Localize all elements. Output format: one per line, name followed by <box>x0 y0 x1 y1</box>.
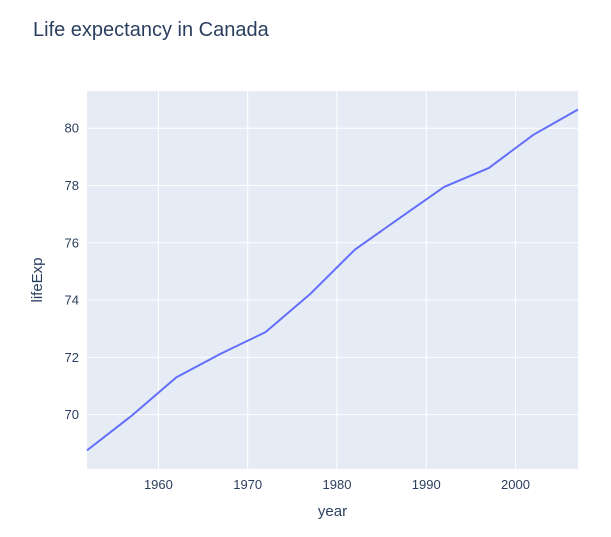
y-tick-label-1: 72 <box>65 350 79 365</box>
y-tick-labels: 70 72 74 76 78 80 <box>65 121 79 422</box>
x-tick-label-2: 1980 <box>323 477 352 492</box>
x-tick-labels: 1960 1970 1980 1990 2000 <box>144 477 530 492</box>
series-layer <box>86 108 579 452</box>
x-tick-label-0: 1960 <box>144 477 173 492</box>
y-tick-label-0: 70 <box>65 407 79 422</box>
y-tick-label-4: 78 <box>65 178 79 193</box>
y-tick-label-2: 74 <box>65 293 79 308</box>
chart-title: Life expectancy in Canada <box>33 19 270 41</box>
y-tick-label-5: 80 <box>65 121 79 136</box>
x-tick-label-1: 1970 <box>233 477 262 492</box>
gridlines <box>87 91 578 469</box>
y-tick-label-3: 76 <box>65 235 79 250</box>
x-axis-title: year <box>318 503 347 520</box>
plot-background <box>87 91 578 469</box>
x-tick-label-4: 2000 <box>501 477 530 492</box>
y-axis-title: lifeExp <box>29 257 46 302</box>
x-tick-label-3: 1990 <box>412 477 441 492</box>
series-line-0 <box>86 108 579 452</box>
